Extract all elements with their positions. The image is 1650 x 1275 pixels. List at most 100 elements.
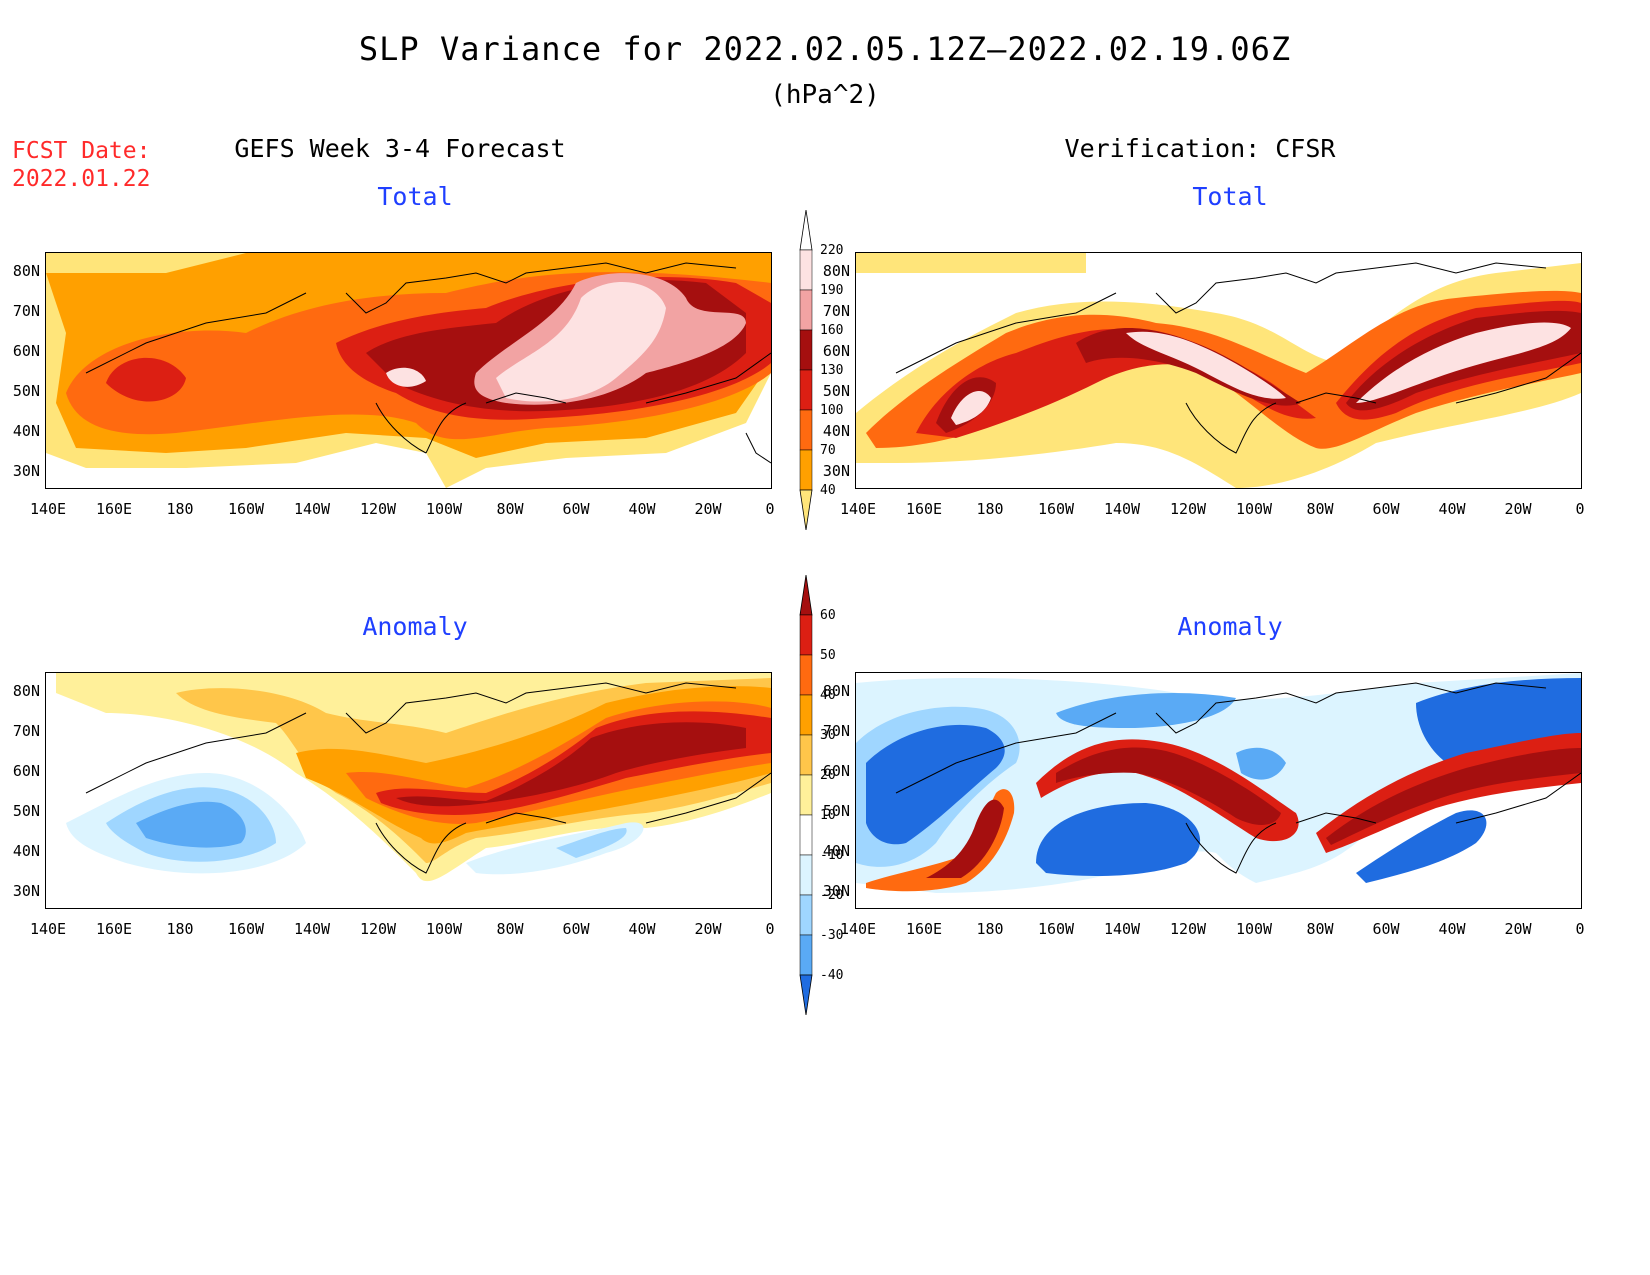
lon-tick-label: 180	[976, 500, 1004, 518]
lon-tick-label: 120W	[1169, 920, 1207, 938]
lon-tick-label: 180	[976, 920, 1004, 938]
lat-tick-label: 50N	[12, 802, 40, 820]
verification-total-map	[855, 252, 1582, 489]
total-colorbar-label: 220	[820, 243, 844, 258]
lon-tick-label: 20W	[1504, 920, 1532, 938]
lon-tick-label: 120W	[1169, 500, 1207, 518]
lon-tick-label: 120W	[359, 500, 397, 518]
verification-anomaly-map	[855, 672, 1582, 909]
lat-tick-label: 40N	[12, 842, 40, 860]
lon-tick-label: 140W	[1103, 920, 1141, 938]
lat-tick-label: 60N	[822, 762, 850, 780]
lon-tick-label: 180	[166, 500, 194, 518]
forecast-total-subtitle: Total	[377, 182, 453, 211]
lat-tick-label: 40N	[822, 422, 850, 440]
lon-tick-label: 140E	[29, 500, 67, 518]
lon-tick-label: 40W	[1438, 920, 1466, 938]
anomaly-colorbar-label: -20	[820, 888, 844, 903]
lon-tick-label: 60W	[562, 920, 590, 938]
anomaly-colorbar-label: 40	[820, 688, 836, 703]
lon-tick-label: 0	[1575, 500, 1585, 518]
forecast-date-label: FCST Date:	[12, 138, 151, 164]
lon-tick-label: 160E	[905, 920, 943, 938]
lon-tick-label: 40W	[628, 500, 656, 518]
lon-tick-label: 140W	[293, 920, 331, 938]
total-colorbar-label: 190	[820, 283, 844, 298]
verification-total-subtitle: Total	[1192, 182, 1268, 211]
lon-tick-label: 140E	[29, 920, 67, 938]
lon-tick-label: 20W	[1504, 500, 1532, 518]
lat-tick-label: 40N	[822, 842, 850, 860]
lon-tick-label: 20W	[694, 500, 722, 518]
lon-tick-label: 160W	[1037, 500, 1075, 518]
lon-tick-label: 80W	[1306, 920, 1334, 938]
lat-tick-label: 80N	[822, 682, 850, 700]
lat-tick-label: 30N	[822, 882, 850, 900]
verification-anomaly-subtitle: Anomaly	[1177, 612, 1283, 641]
lat-tick-label: 60N	[822, 342, 850, 360]
lon-tick-label: 160E	[95, 920, 133, 938]
main-title: SLP Variance for 2022.02.05.12Z–2022.02.…	[358, 30, 1292, 68]
lon-tick-label: 60W	[562, 500, 590, 518]
anomaly-colorbar-label: -30	[820, 928, 844, 943]
lat-tick-label: 70N	[822, 302, 850, 320]
lat-tick-label: 30N	[12, 462, 40, 480]
verification-column-title: Verification: CFSR	[1064, 134, 1336, 163]
lon-tick-label: 100W	[1235, 920, 1273, 938]
total-colorbar-label: 40	[820, 483, 836, 498]
lon-tick-label: 140E	[839, 920, 877, 938]
forecast-anomaly-map	[45, 672, 772, 909]
lat-tick-label: 30N	[822, 462, 850, 480]
lon-tick-label: 160W	[227, 920, 265, 938]
forecast-anomaly-subtitle: Anomaly	[362, 612, 468, 641]
lon-tick-label: 20W	[694, 920, 722, 938]
total-colorbar-label: 70	[820, 443, 836, 458]
lat-tick-label: 50N	[12, 382, 40, 400]
lat-tick-label: 50N	[822, 802, 850, 820]
lat-tick-label: 70N	[12, 722, 40, 740]
anomaly-colorbar-label: 20	[820, 768, 836, 783]
lat-tick-label: 70N	[822, 722, 850, 740]
lon-tick-label: 180	[166, 920, 194, 938]
lon-tick-label: 0	[765, 500, 775, 518]
lon-tick-label: 40W	[1438, 500, 1466, 518]
lat-tick-label: 70N	[12, 302, 40, 320]
lon-tick-label: 60W	[1372, 500, 1400, 518]
anomaly-colorbar-label: 30	[820, 728, 836, 743]
units-label: (hPa^2)	[770, 80, 880, 110]
total-colorbar-label: 130	[820, 363, 844, 378]
anomaly-colorbar-label: -10	[820, 848, 844, 863]
lon-tick-label: 0	[1575, 920, 1585, 938]
lon-tick-label: 140W	[1103, 500, 1141, 518]
total-colorbar-label: 100	[820, 403, 844, 418]
lon-tick-label: 80W	[496, 500, 524, 518]
lon-tick-label: 100W	[1235, 500, 1273, 518]
lon-tick-label: 80W	[1306, 500, 1334, 518]
lon-tick-label: 0	[765, 920, 775, 938]
lat-tick-label: 40N	[12, 422, 40, 440]
lat-tick-label: 30N	[12, 882, 40, 900]
anomaly-colorbar-label: 60	[820, 608, 836, 623]
lon-tick-label: 160W	[1037, 920, 1075, 938]
forecast-date-block: FCST Date: 2022.01.22	[12, 137, 150, 193]
lon-tick-label: 120W	[359, 920, 397, 938]
lon-tick-label: 100W	[425, 920, 463, 938]
lat-tick-label: 50N	[822, 382, 850, 400]
lat-tick-label: 80N	[12, 682, 40, 700]
lat-tick-label: 60N	[12, 762, 40, 780]
anomaly-colorbar-label: 50	[820, 648, 836, 663]
lon-tick-label: 160E	[95, 500, 133, 518]
total-colorbar-label: 160	[820, 323, 844, 338]
lon-tick-label: 140E	[839, 500, 877, 518]
lat-tick-label: 80N	[822, 262, 850, 280]
lat-tick-label: 60N	[12, 342, 40, 360]
lon-tick-label: 160E	[905, 500, 943, 518]
lon-tick-label: 60W	[1372, 920, 1400, 938]
lon-tick-label: 160W	[227, 500, 265, 518]
lon-tick-label: 80W	[496, 920, 524, 938]
forecast-date-value: 2022.01.22	[12, 166, 151, 192]
anomaly-colorbar-label: -40	[820, 968, 844, 983]
lon-tick-label: 100W	[425, 500, 463, 518]
forecast-column-title: GEFS Week 3-4 Forecast	[234, 134, 566, 163]
anomaly-colorbar	[798, 575, 814, 1015]
